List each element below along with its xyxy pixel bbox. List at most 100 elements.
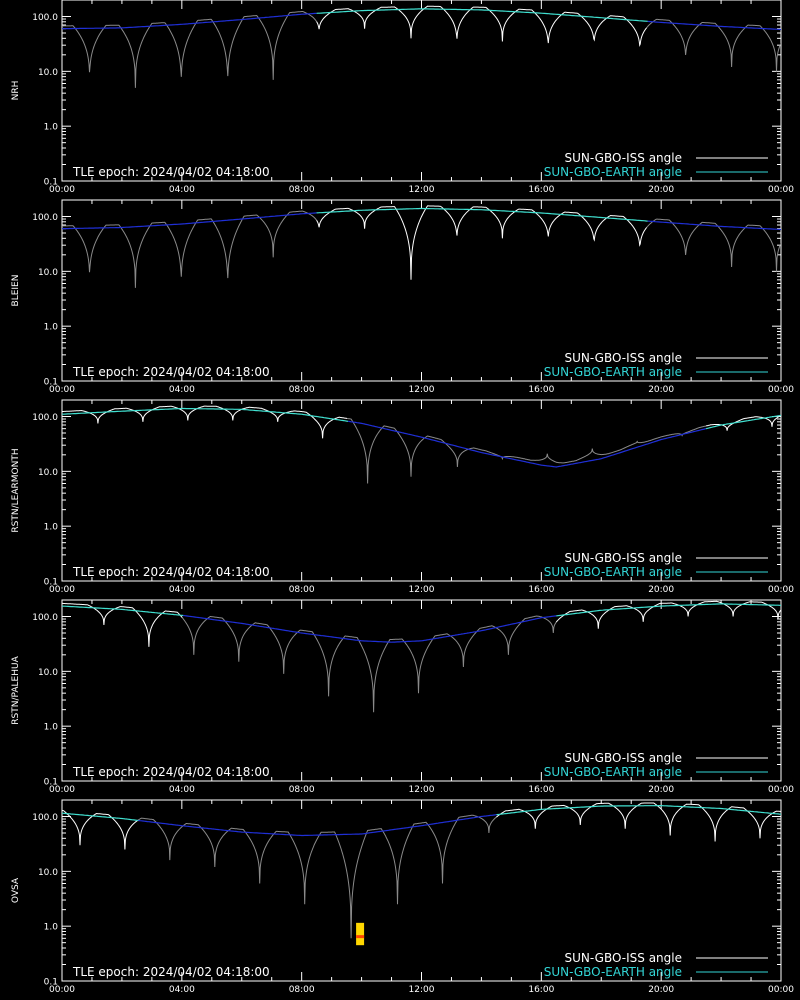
panel-rstn-palehua: 0.1 1.0 10.0 100.0 00:00 04:00 08:00 12:00 16:00… [11,599,794,795]
iss-angle-line [646,18,781,72]
y-tick-label: 0.1 [44,778,58,788]
x-tick-label: 00:00 [768,585,794,595]
iss-angle-line [181,615,557,713]
earth-angle-line [138,814,497,837]
earth-angle-line [183,614,557,643]
x-tick-label: 04:00 [169,585,195,595]
legend-label-iss: SUN-GBO-ISS angle [565,151,682,165]
earth-angle-line [62,812,139,822]
x-tick-label: 08:00 [289,785,315,795]
iss-angle-line [62,810,138,850]
x-tick-label: 08:00 [289,985,315,995]
y-tick-label: 100.0 [32,813,58,823]
iss-angle-line [496,802,781,842]
x-tick-label: 00:00 [49,585,75,595]
legend-label-earth: SUN-GBO-EARTH angle [544,765,682,779]
iss-angle-line [646,218,781,272]
x-tick-label: 12:00 [409,585,435,595]
y-tick-label: 100.0 [32,213,58,223]
panel-nrh: 0.1 1.0 10.0 100.0 00:00 04:00 08:00 12:00 16:00… [11,0,794,195]
earth-angle-line [647,20,781,31]
x-tick-label: 16:00 [528,785,554,795]
y-tick-label: 1.0 [44,323,59,333]
x-tick-label: 04:00 [169,385,195,395]
y-tick-label: 10.0 [38,268,58,278]
x-tick-label: 12:00 [409,185,435,195]
y-tick-label: 10.0 [38,68,58,78]
y-tick-label: 0.1 [44,178,58,188]
y-tick-label: 10.0 [38,868,58,878]
y-tick-label: 1.0 [44,723,59,733]
earth-angle-line [348,420,707,468]
y-axis-label: BLEIEN [11,275,21,307]
legend-label-iss: SUN-GBO-ISS angle [565,751,682,765]
x-tick-label: 16:00 [528,585,554,595]
earth-angle-line [316,8,648,22]
legend-label-iss: SUN-GBO-ISS angle [565,351,682,365]
x-tick-label: 20:00 [648,585,674,595]
earth-angle-line [62,212,317,230]
y-tick-label: 10.0 [38,468,58,478]
x-tick-label: 08:00 [289,385,315,395]
x-tick-label: 00:00 [768,385,794,395]
earth-angle-line [705,414,781,430]
y-tick-label: 0.1 [44,978,58,988]
earth-angle-line [647,220,781,231]
earth-angle-series [62,8,781,31]
legend-label-earth: SUN-GBO-EARTH angle [544,165,682,179]
y-axis-label: OVSA [11,877,21,903]
x-tick-label: 00:00 [49,385,75,395]
x-tick-label: 16:00 [528,385,554,395]
earth-angle-line [496,804,781,816]
earth-angle-series [62,407,781,468]
x-tick-label: 04:00 [169,185,195,195]
iss-angle-line [62,11,318,88]
panels: 0.1 1.0 10.0 100.0 00:00 04:00 08:00 12:00 16:00… [11,0,794,995]
y-tick-label: 100.0 [32,613,58,623]
x-tick-label: 00:00 [768,985,794,995]
transit-marker-core [356,935,365,939]
x-tick-label: 08:00 [289,185,315,195]
x-tick-label: 12:00 [409,985,435,995]
x-tick-label: 20:00 [648,785,674,795]
tle-epoch-text: TLE epoch: 2024/04/02 04:18:00 [72,965,270,979]
tle-epoch-text: TLE epoch: 2024/04/02 04:18:00 [72,565,270,579]
earth-angle-series [62,804,781,837]
x-tick-label: 00:00 [49,185,75,195]
iss-angle-series [62,205,781,288]
legend-label-iss: SUN-GBO-ISS angle [565,951,682,965]
x-tick-label: 12:00 [409,385,435,395]
legend-label-iss: SUN-GBO-ISS angle [565,551,682,565]
iss-angle-line [62,210,318,288]
y-tick-label: 1.0 [44,523,59,533]
iss-angle-series [62,5,781,88]
x-tick-label: 00:00 [768,185,794,195]
x-tick-label: 00:00 [768,785,794,795]
y-tick-label: 1.0 [44,923,59,933]
earth-angle-line [556,603,781,617]
x-tick-label: 20:00 [648,985,674,995]
x-tick-label: 12:00 [409,785,435,795]
y-tick-label: 100.0 [32,413,58,423]
y-tick-label: 0.1 [44,578,58,588]
y-tick-label: 100.0 [32,13,58,23]
iss-angle-line [347,418,707,484]
tle-epoch-text: TLE epoch: 2024/04/02 04:18:00 [72,765,270,779]
tle-epoch-text: TLE epoch: 2024/04/02 04:18:00 [72,165,270,179]
x-tick-label: 20:00 [648,385,674,395]
earth-angle-line [62,407,349,422]
legend-label-earth: SUN-GBO-EARTH angle [544,565,682,579]
legend-label-earth: SUN-GBO-EARTH angle [544,965,682,979]
earth-angle-series [62,207,781,231]
y-axis-label: RSTN/LEARMONTH [11,448,21,532]
iss-angle-series [62,802,781,939]
x-tick-label: 16:00 [528,985,554,995]
x-tick-label: 20:00 [648,185,674,195]
x-tick-label: 00:00 [49,985,75,995]
earth-angle-line [316,207,648,222]
y-tick-label: 0.1 [44,378,58,388]
iss-angle-line [706,414,781,431]
x-tick-label: 04:00 [169,785,195,795]
